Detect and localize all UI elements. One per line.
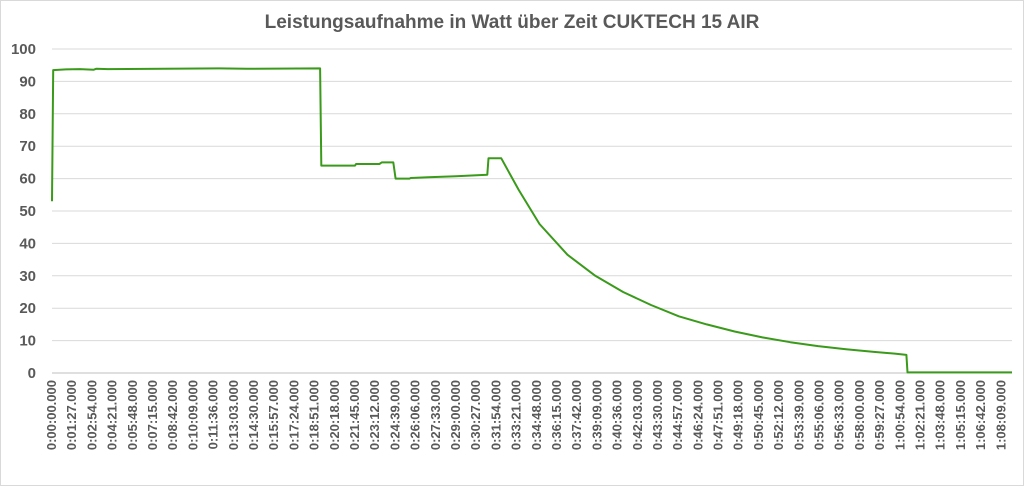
x-tick-label: 0:00:00.000 xyxy=(44,380,59,450)
x-tick-label: 0:52:12.000 xyxy=(771,380,786,450)
x-tick-label: 0:23:12.000 xyxy=(367,380,382,450)
chart-title: Leistungsaufnahme in Watt über Zeit CUKT… xyxy=(264,12,760,33)
x-tick-label: 1:06:42.000 xyxy=(973,380,988,450)
x-tick-label: 0:14:30.000 xyxy=(246,380,261,450)
y-tick-label: 0 xyxy=(28,365,36,382)
x-tick-label: 0:39:09.000 xyxy=(589,380,604,450)
series-line xyxy=(51,67,1012,374)
x-tick-label: 0:02:54.000 xyxy=(84,380,99,450)
x-tick-label: 0:18:51.000 xyxy=(307,380,322,450)
x-tick-label: 0:36:15.000 xyxy=(549,380,564,450)
x-tick-label: 1:08:09.000 xyxy=(993,380,1008,450)
x-tick-label: 0:26:06.000 xyxy=(408,380,423,450)
x-tick-label: 0:53:39.000 xyxy=(791,380,806,450)
x-tick-label: 1:05:15.000 xyxy=(953,380,968,450)
y-tick-label: 70 xyxy=(19,138,36,155)
y-tick-label: 60 xyxy=(19,171,36,188)
x-tick-label: 0:27:33.000 xyxy=(428,380,443,450)
x-tick-label: 0:15:57.000 xyxy=(266,380,281,450)
x-tick-label: 0:44:57.000 xyxy=(670,380,685,450)
x-tick-label: 0:47:51.000 xyxy=(711,380,726,450)
x-tick-label: 0:07:15.000 xyxy=(145,380,160,450)
x-tick-label: 0:46:24.000 xyxy=(690,380,705,450)
x-tick-label: 0:31:54.000 xyxy=(488,380,503,450)
y-tick-label: 50 xyxy=(19,203,36,220)
x-tick-label: 0:30:27.000 xyxy=(468,380,483,450)
x-tick-label: 0:17:24.000 xyxy=(286,380,301,450)
x-tick-label: 0:55:06.000 xyxy=(812,380,827,450)
x-tick-label: 0:20:18.000 xyxy=(327,380,342,450)
x-tick-label: 0:59:27.000 xyxy=(872,380,887,450)
x-tick-label: 0:08:42.000 xyxy=(165,380,180,450)
x-tick-label: 0:43:30.000 xyxy=(650,380,665,450)
x-tick-label: 0:05:48.000 xyxy=(125,380,140,450)
x-tick-label: 0:40:36.000 xyxy=(610,380,625,450)
y-tick-label: 80 xyxy=(19,106,36,123)
x-tick-label: 0:37:42.000 xyxy=(569,380,584,450)
x-tick-label: 0:11:36.000 xyxy=(206,380,221,449)
x-tick-label: 0:33:21.000 xyxy=(509,380,524,450)
y-tick-label: 40 xyxy=(19,235,36,252)
y-tick-label: 30 xyxy=(19,268,36,285)
x-tick-label: 0:21:45.000 xyxy=(347,380,362,450)
x-tick-label: 0:01:27.000 xyxy=(64,380,79,450)
x-tick-label: 0:58:00.000 xyxy=(852,380,867,450)
x-tick-label: 0:13:03.000 xyxy=(226,380,241,450)
x-tick-label: 0:42:03.000 xyxy=(630,380,645,450)
x-tick-label: 0:34:48.000 xyxy=(529,380,544,450)
y-tick-label: 90 xyxy=(19,73,36,90)
x-tick-label: 1:03:48.000 xyxy=(933,380,948,450)
x-tick-label: 1:02:21.000 xyxy=(913,380,928,450)
x-tick-label: 0:49:18.000 xyxy=(731,380,746,450)
y-tick-label: 20 xyxy=(19,300,36,317)
y-tick-label: 10 xyxy=(19,333,36,350)
x-tick-label: 0:24:39.000 xyxy=(387,380,402,450)
x-tick-label: 0:04:21.000 xyxy=(105,380,120,450)
x-tick-label: 0:50:45.000 xyxy=(751,380,766,450)
x-tick-label: 0:56:33.000 xyxy=(832,380,847,450)
y-tick-label: 100 xyxy=(11,41,36,58)
x-tick-label: 1:00:54.000 xyxy=(892,380,907,450)
x-tick-label: 0:29:00.000 xyxy=(448,380,463,450)
x-tick-label: 0:10:09.000 xyxy=(185,380,200,450)
